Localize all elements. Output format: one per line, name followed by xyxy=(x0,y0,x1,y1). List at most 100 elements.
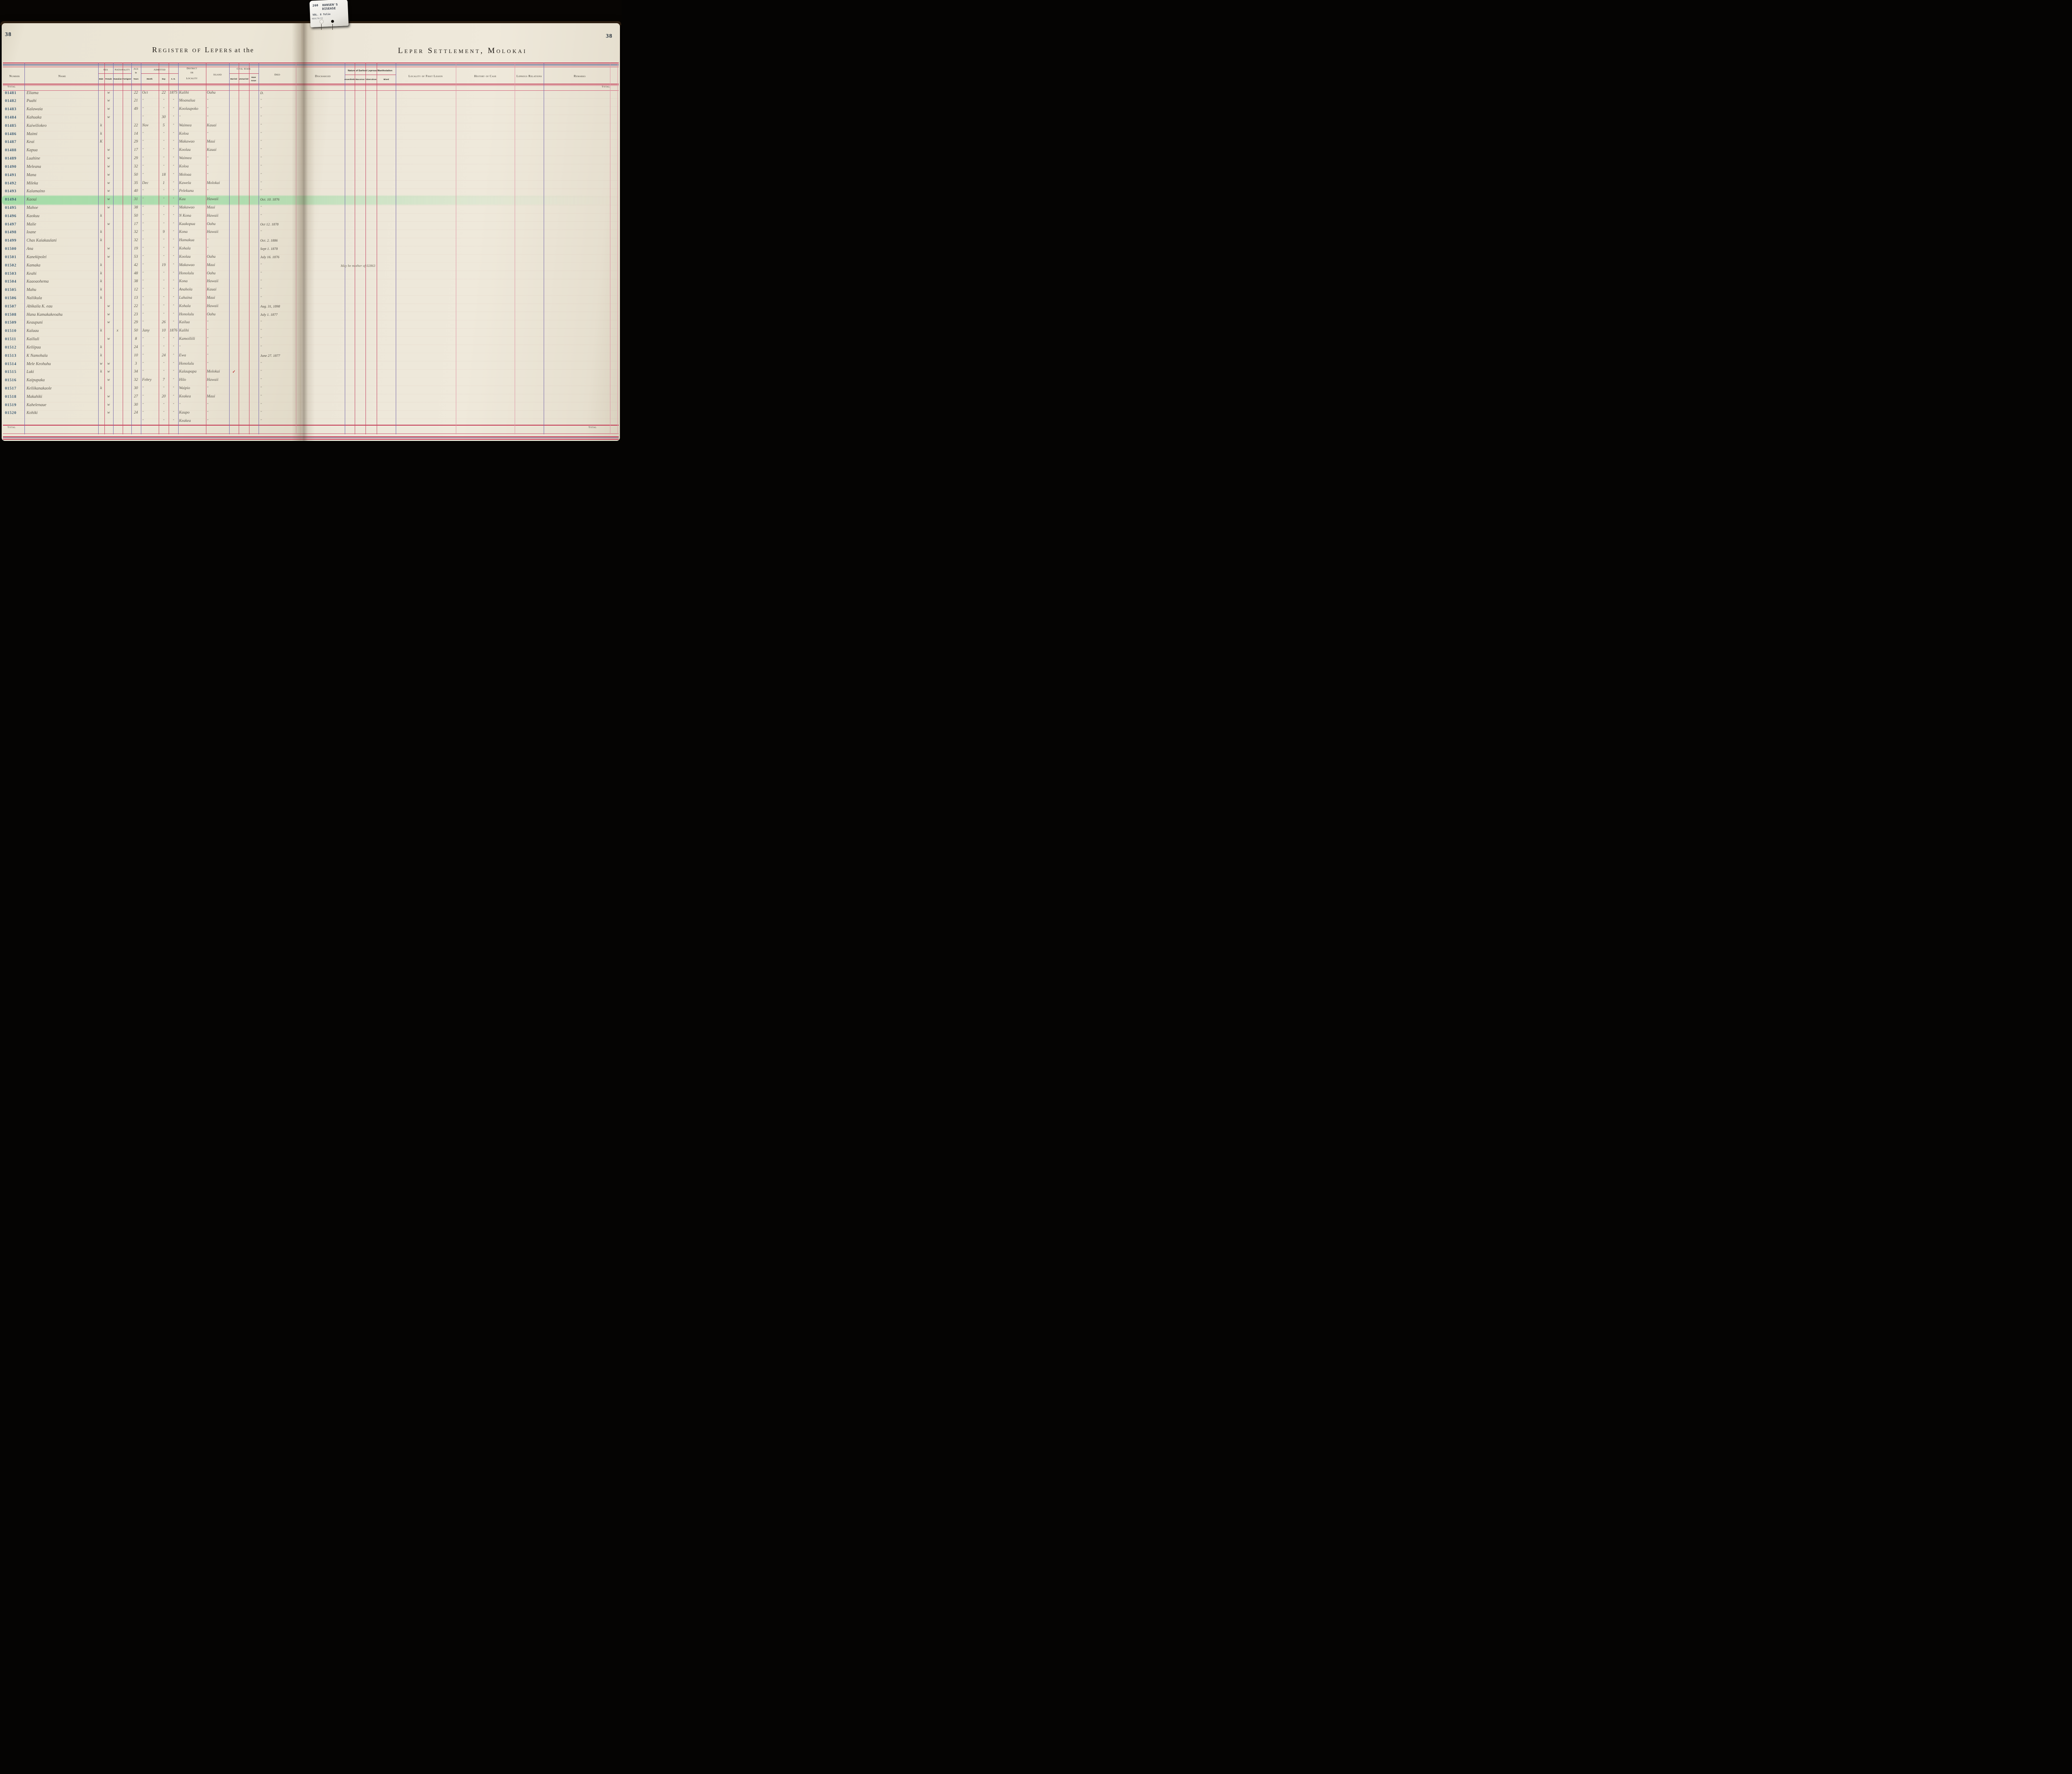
cell-name: Ana xyxy=(27,247,34,252)
cell-age: 12 xyxy=(134,288,138,292)
cell-d: ” xyxy=(163,213,165,217)
cell-f: w xyxy=(107,247,110,251)
cell-name: Kapua xyxy=(27,148,38,153)
cell-f: w xyxy=(107,197,110,202)
cell-n: 01499 xyxy=(5,239,17,243)
cell-yr: 1875 xyxy=(169,90,177,95)
col-header-number: Number xyxy=(9,74,20,78)
cell-died: ” xyxy=(260,296,262,299)
cell-name: Keliikanakaole xyxy=(27,386,52,391)
cell-n: 01498 xyxy=(5,230,17,235)
cell-n: 01497 xyxy=(5,222,17,227)
cell-mo: ” xyxy=(142,386,144,390)
cell-mo: ” xyxy=(142,271,144,275)
cell-yr: ” xyxy=(172,247,174,250)
total-label-bottom-right: Total xyxy=(588,426,597,429)
cell-yr: ” xyxy=(172,263,174,266)
cell-died: ” xyxy=(260,329,262,332)
cell-m: k xyxy=(100,345,102,349)
cell-age: 50 xyxy=(134,329,138,333)
cell-name: Kaipupaka xyxy=(27,378,45,383)
cell-isl: ” xyxy=(207,320,208,324)
cell-isl: ” xyxy=(207,156,208,160)
cell-n: 01494 xyxy=(5,198,17,202)
cell-mo: ” xyxy=(142,148,144,152)
col-header-remarks: Remarks xyxy=(574,74,586,78)
col-header-anaesthetic: Anaesthetic xyxy=(344,78,356,80)
green-highlight-stripe xyxy=(2,196,620,205)
col-header-macurous: Macurous xyxy=(356,78,365,80)
cell-age: 40 xyxy=(134,189,138,194)
cell-yr: ” xyxy=(172,148,174,152)
cell-age: 42 xyxy=(134,263,138,267)
cell-name: Meleana xyxy=(27,164,41,169)
cell-age: 38 xyxy=(134,205,138,210)
rule xyxy=(98,73,131,74)
cell-yr: ” xyxy=(172,164,174,168)
cell-d: ” xyxy=(163,222,165,225)
cell-m: k xyxy=(100,370,102,374)
cell-age: 8 xyxy=(135,337,137,341)
archive-index-tab: 260 HANSEN'S DISEASE VOL. 8 folio HEALTH… xyxy=(309,0,349,27)
cell-age: 32 xyxy=(134,238,138,243)
left-page-title: Register of Lepers at the xyxy=(152,46,254,54)
tab-title-line2: DISEASE xyxy=(322,7,336,11)
cell-name: Mele Keohuhu xyxy=(27,361,51,366)
right-page-title: Leper Settlement, Molokai xyxy=(398,46,527,55)
cell-died: ” xyxy=(260,172,262,176)
cell-d: ” xyxy=(163,312,165,316)
total-label-bottom-left: Total xyxy=(7,426,16,429)
cell-name: Kalaau xyxy=(27,329,39,334)
cell-age: 22 xyxy=(134,304,138,308)
cell-died: ” xyxy=(260,320,262,324)
cell-d: ” xyxy=(163,164,165,168)
col-header-sex: Sex xyxy=(103,68,108,71)
cell-mo: ” xyxy=(142,140,144,143)
cell-n: 01513 xyxy=(5,353,17,358)
cell-yr: ” xyxy=(172,230,174,234)
cell-name: Kohiki xyxy=(27,411,38,416)
cell-loc: Makawao xyxy=(179,140,195,144)
cell-mo: ” xyxy=(142,247,144,250)
cell-died: ” xyxy=(260,107,262,111)
col-header-have-issue1: Have xyxy=(251,76,256,78)
cell-d: ” xyxy=(163,99,165,102)
cell-died: ” xyxy=(260,370,262,373)
cell-mo: ” xyxy=(142,238,144,242)
cell-d: ” xyxy=(163,254,165,258)
cell-yr: ” xyxy=(172,99,174,102)
cell-n: 01493 xyxy=(5,189,17,194)
cell-died: June 27. 1877 xyxy=(260,353,280,358)
cell-name: K Namohala xyxy=(27,353,48,358)
column-line xyxy=(131,63,132,434)
cell-n: 01484 xyxy=(5,115,17,120)
col-header-locality-first-lesion: Locality of First Lesion xyxy=(408,74,443,78)
cell-loc: Honolulu xyxy=(179,271,194,276)
cell-m: k xyxy=(100,288,102,292)
cell-n: 01500 xyxy=(5,247,17,252)
cell-loc: ” xyxy=(179,345,181,349)
column-line xyxy=(104,63,105,434)
cell-f: w xyxy=(107,361,110,366)
cell-d: ” xyxy=(163,419,165,423)
col-header-nature: Nature of Earliest Leprous Manifestation xyxy=(348,70,392,72)
cell-yr: ” xyxy=(172,386,174,390)
cell-died: ” xyxy=(260,337,262,341)
cell-f: w xyxy=(107,148,110,152)
cell-isl: ” xyxy=(207,402,208,406)
cell-died: ” xyxy=(260,213,262,217)
margin-note: May be mother of 02863 xyxy=(341,263,375,268)
cell-mo: ” xyxy=(142,156,144,160)
left-title-main: Register of Lepers xyxy=(152,46,233,54)
col-header-civil-state: Civil State xyxy=(237,68,251,70)
cell-mar: ✓ xyxy=(232,370,236,375)
cell-yr: ” xyxy=(172,312,174,316)
col-header-district1: District xyxy=(186,67,197,70)
cell-died: ” xyxy=(260,115,262,119)
cell-n: 01514 xyxy=(5,362,17,366)
cell-d: ” xyxy=(163,345,165,349)
cell-loc: Moanalua xyxy=(179,99,196,103)
cell-name: Kaiwiliokeo xyxy=(27,123,47,128)
cell-age: 53 xyxy=(134,254,138,259)
cell-f: w xyxy=(107,304,110,308)
